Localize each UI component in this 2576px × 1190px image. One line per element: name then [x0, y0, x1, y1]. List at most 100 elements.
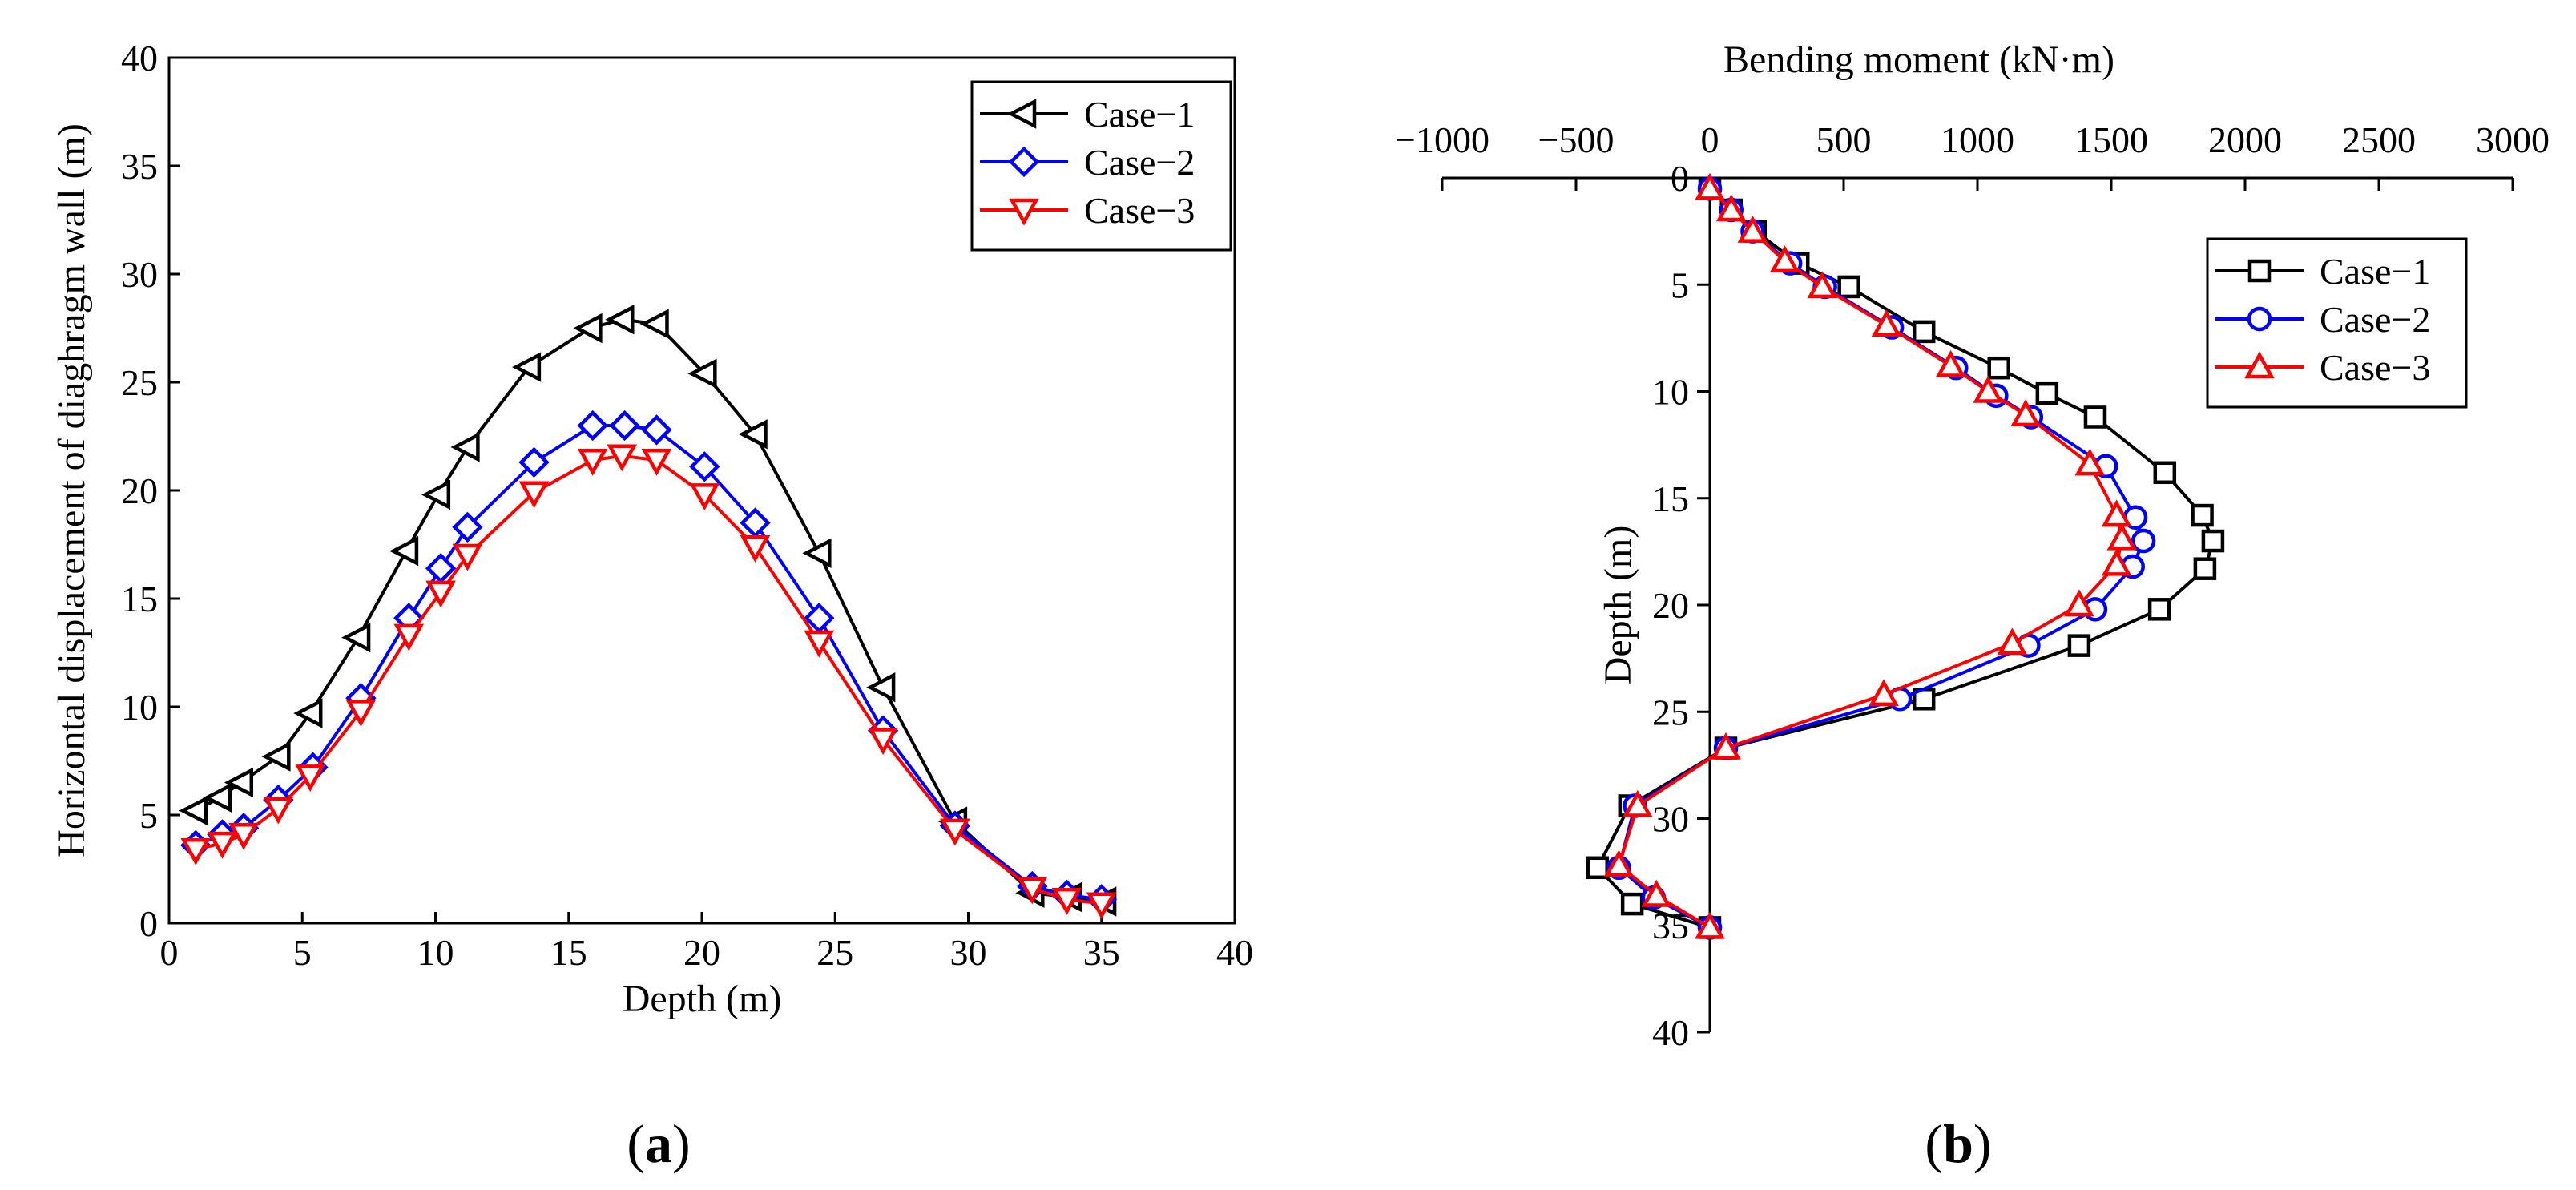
x-tick-label: 3000: [2476, 119, 2550, 160]
data-point: [641, 448, 672, 476]
x-tick-label: 1500: [2074, 119, 2148, 160]
x-tick-label: 25: [816, 932, 853, 973]
data-point: [607, 444, 638, 472]
x-tick-label: 40: [1216, 932, 1253, 973]
legend-label-2: Case−2: [2320, 299, 2430, 340]
panel-label-part-1: (: [627, 1113, 645, 1174]
data-point: [518, 446, 550, 478]
y-tick-label: 10: [121, 687, 158, 728]
data-point: [389, 535, 419, 567]
x-tick-label: 2500: [2342, 119, 2416, 160]
x-tick-label: −1000: [1395, 119, 1490, 160]
x-tick-label: 35: [1083, 932, 1120, 973]
data-point: [1603, 849, 1635, 877]
y-tick-label: 25: [121, 362, 158, 403]
legend-label-1: Case−1: [1084, 94, 1195, 135]
y-tick-label: 25: [1652, 692, 1689, 732]
data-point: [179, 795, 208, 826]
y-tick-label: 0: [1671, 158, 1689, 199]
x-tick-label: −500: [1538, 119, 1615, 160]
y-axis-label: Depth (m): [1597, 526, 1639, 685]
data-point: [2074, 448, 2106, 476]
y-tick-label: 40: [1652, 1012, 1689, 1053]
data-point: [804, 630, 835, 658]
y-tick-label: 0: [139, 903, 158, 944]
legend-marker-2: [1008, 146, 1040, 178]
legend-label-2: Case−2: [1084, 142, 1195, 183]
series-line-2: [1617, 187, 2146, 930]
data-point: [2191, 503, 2214, 527]
x-tick-label: 0: [160, 932, 179, 973]
data-point: [1695, 172, 1725, 200]
data-point: [1711, 732, 1741, 760]
y-axis-label: Horizontal displacement of diaghragm wal…: [50, 123, 93, 857]
x-tick-label: 15: [550, 932, 587, 973]
data-point: [1737, 215, 1768, 243]
data-point: [1086, 892, 1117, 920]
data-point: [421, 479, 451, 510]
x-tick-label: 5: [293, 932, 312, 973]
panel-label-part-1: (: [1925, 1113, 1943, 1174]
x-tick-label: 0: [1701, 119, 1719, 160]
panel-label-a: (a): [627, 1113, 690, 1174]
legend-marker-2: [2247, 306, 2272, 332]
data-point: [802, 538, 832, 568]
data-point: [2106, 522, 2138, 551]
data-point: [1935, 349, 1966, 377]
x-axis-label: Depth (m): [623, 978, 782, 1020]
x-tick-label: 20: [683, 932, 720, 973]
data-point: [605, 305, 635, 335]
data-point: [689, 483, 720, 511]
legend-marker-1: [2247, 259, 2272, 283]
data-point: [1620, 892, 1644, 916]
data-point: [263, 797, 294, 825]
data-point: [1641, 879, 1672, 907]
data-point: [1807, 271, 1838, 299]
x-tick-label: 1000: [1941, 119, 2014, 160]
data-point: [261, 741, 291, 772]
legend-marker-3: [2244, 351, 2275, 379]
panel-label-part-3: ): [1973, 1113, 1992, 1174]
data-point: [866, 672, 896, 703]
data-point: [738, 419, 768, 450]
data-point: [639, 309, 669, 339]
y-tick-label: 35: [121, 146, 158, 187]
data-point: [868, 728, 898, 756]
data-point: [2083, 405, 2107, 429]
data-point: [687, 358, 717, 389]
data-point: [1586, 856, 1609, 880]
data-point: [1017, 877, 1048, 905]
y-tick-label: 30: [1652, 799, 1689, 840]
legend-label-1: Case−1: [2320, 251, 2430, 292]
data-point: [345, 700, 377, 728]
y-tick-label: 15: [121, 579, 158, 619]
data-point: [224, 767, 254, 798]
data-point: [393, 623, 425, 651]
data-point: [689, 451, 720, 482]
data-point: [1987, 356, 2010, 380]
data-point: [207, 831, 238, 859]
series-3: [180, 444, 1117, 920]
y-tick-label: 5: [1671, 264, 1689, 305]
x-tick-label: 30: [950, 932, 987, 973]
panel-a-chart: 0 5 10 15 20 25 30 35 40 0 5 10 15 20 25 30 35 40 Depth (m…: [50, 38, 1253, 1174]
data-point: [1715, 194, 1747, 222]
y-tick-label: 20: [121, 470, 158, 511]
data-point: [1997, 627, 2028, 656]
data-point: [452, 543, 483, 571]
series-line-1: [195, 317, 1105, 903]
data-point: [2147, 598, 2171, 621]
data-point: [341, 622, 371, 653]
data-point: [295, 764, 326, 793]
data-point: [450, 432, 480, 462]
data-point: [2035, 381, 2059, 405]
y-tick-label: 10: [1652, 372, 1689, 413]
data-point: [452, 511, 483, 543]
data-point: [2201, 529, 2225, 553]
series-2: [180, 409, 1117, 915]
data-point: [1869, 679, 1899, 707]
data-point: [2153, 461, 2177, 485]
data-point: [2131, 528, 2156, 554]
legend-marker-1: [1007, 99, 1037, 129]
